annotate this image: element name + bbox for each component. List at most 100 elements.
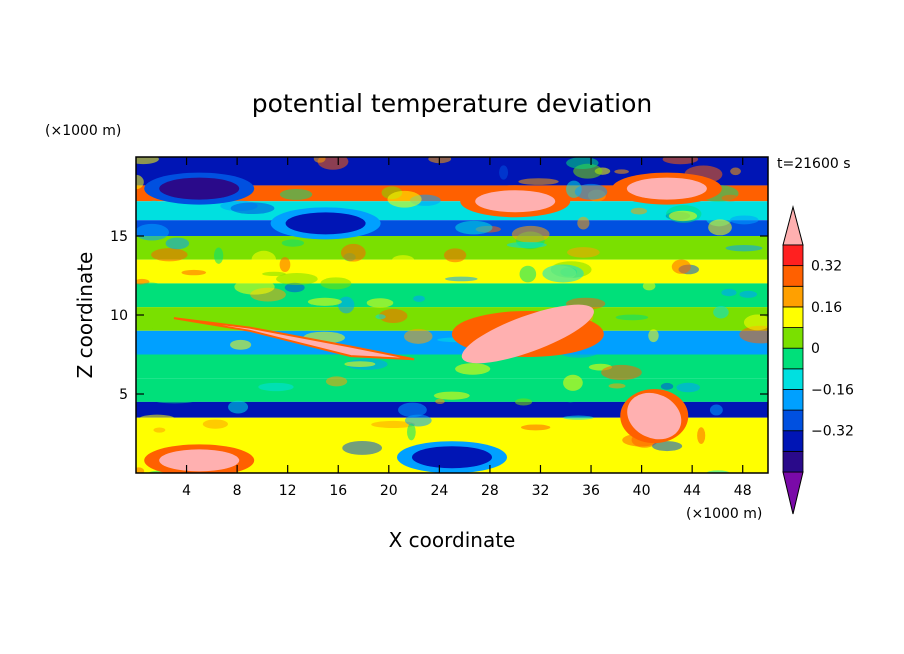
field-texture	[518, 178, 559, 185]
field-texture	[279, 188, 313, 200]
field-texture	[281, 239, 305, 247]
field-texture	[511, 225, 550, 243]
colorbar-swatch	[782, 409, 804, 432]
field-texture	[344, 361, 376, 367]
field-texture	[499, 165, 509, 180]
field-texture	[371, 420, 416, 429]
field-texture	[153, 427, 166, 433]
field-texture	[697, 427, 706, 444]
plot-area	[136, 157, 768, 473]
feature-blob	[412, 446, 492, 469]
field-texture	[313, 157, 326, 163]
x-tick-label: 44	[683, 483, 701, 499]
field-texture	[598, 437, 621, 453]
field-texture	[325, 376, 348, 387]
feature-blob	[285, 212, 366, 235]
field-texture	[148, 320, 162, 329]
field-texture	[258, 382, 294, 392]
field-texture	[387, 190, 422, 208]
field-texture	[563, 415, 594, 420]
field-texture	[520, 424, 551, 431]
field-texture	[567, 247, 600, 258]
field-layer	[136, 378, 768, 402]
field-texture	[262, 271, 286, 277]
field-texture	[729, 215, 759, 225]
field-texture	[743, 314, 768, 331]
feature-streak	[173, 317, 415, 361]
field-texture	[151, 248, 188, 262]
field-texture	[614, 169, 629, 174]
field-layer	[136, 354, 768, 379]
colorbar-swatch	[782, 327, 804, 349]
field-texture	[630, 207, 648, 215]
field-texture	[445, 276, 478, 282]
field-texture	[713, 306, 729, 319]
field-texture	[542, 264, 584, 283]
field-texture	[515, 398, 533, 406]
field-texture	[577, 216, 590, 230]
colorbar-swatch	[782, 450, 804, 473]
field-texture	[230, 202, 275, 215]
field-texture	[730, 167, 741, 176]
x-tick-label: 36	[582, 483, 600, 499]
field-texture	[562, 393, 579, 403]
y-tick-label: 10	[110, 308, 128, 324]
chart-title: potential temperature deviation	[252, 89, 652, 118]
field-texture	[455, 363, 491, 375]
field-texture	[433, 391, 470, 400]
colorbar-tick-label: −0.16	[811, 382, 854, 398]
y-axis-label: Z coordinate	[73, 252, 97, 379]
field-texture	[230, 339, 252, 350]
colorbar-swatch	[782, 430, 804, 452]
y-axis: 5 10 15	[110, 229, 768, 403]
field-texture	[435, 398, 445, 405]
field-texture	[574, 238, 586, 244]
field-texture	[307, 297, 342, 306]
field-texture	[145, 200, 163, 215]
field-layer	[136, 401, 768, 418]
field-texture	[136, 157, 159, 165]
field-texture	[139, 414, 175, 423]
field-texture	[379, 308, 408, 324]
field-texture	[725, 244, 763, 252]
field-texture	[136, 467, 145, 473]
field-texture	[739, 290, 758, 298]
field-texture	[721, 288, 737, 297]
y-unit-label: (×1000 m)	[45, 123, 121, 139]
field-texture	[709, 404, 723, 416]
field-texture	[398, 402, 427, 418]
feature-blob	[626, 177, 707, 200]
x-unit-label: (×1000 m)	[686, 506, 762, 522]
field-texture	[642, 281, 656, 291]
field-texture	[566, 157, 599, 169]
field-texture	[213, 247, 224, 264]
feature-blob	[159, 177, 240, 200]
x-tick-label: 40	[633, 483, 651, 499]
field-texture	[407, 423, 416, 441]
colorbar-bottom-arrow	[782, 471, 804, 515]
colorbar: 0.32 0.16 0 −0.16 −0.32	[782, 205, 854, 515]
field-layer	[136, 307, 768, 331]
x-axis: 4 8 12 16 20 24 28 32 36 40 44 48	[182, 157, 752, 499]
x-tick-label: 32	[532, 483, 550, 499]
field-texture	[443, 248, 467, 263]
x-tick-label: 20	[380, 483, 398, 499]
x-tick-label: 28	[481, 483, 499, 499]
field-texture	[228, 400, 249, 414]
field-texture	[676, 382, 700, 393]
field-texture	[739, 325, 768, 344]
feature-plume	[627, 392, 682, 440]
field-texture	[648, 329, 659, 343]
field-texture	[708, 219, 732, 236]
field-texture	[234, 279, 275, 295]
x-tick-label: 12	[279, 483, 297, 499]
field-texture	[601, 364, 642, 381]
field-texture	[391, 255, 415, 266]
field-texture	[662, 157, 699, 165]
field-texture	[320, 277, 352, 290]
y-tick-label: 15	[110, 229, 128, 245]
field-texture	[153, 397, 197, 404]
x-tick-label: 4	[182, 483, 191, 499]
field-layer	[136, 283, 768, 308]
